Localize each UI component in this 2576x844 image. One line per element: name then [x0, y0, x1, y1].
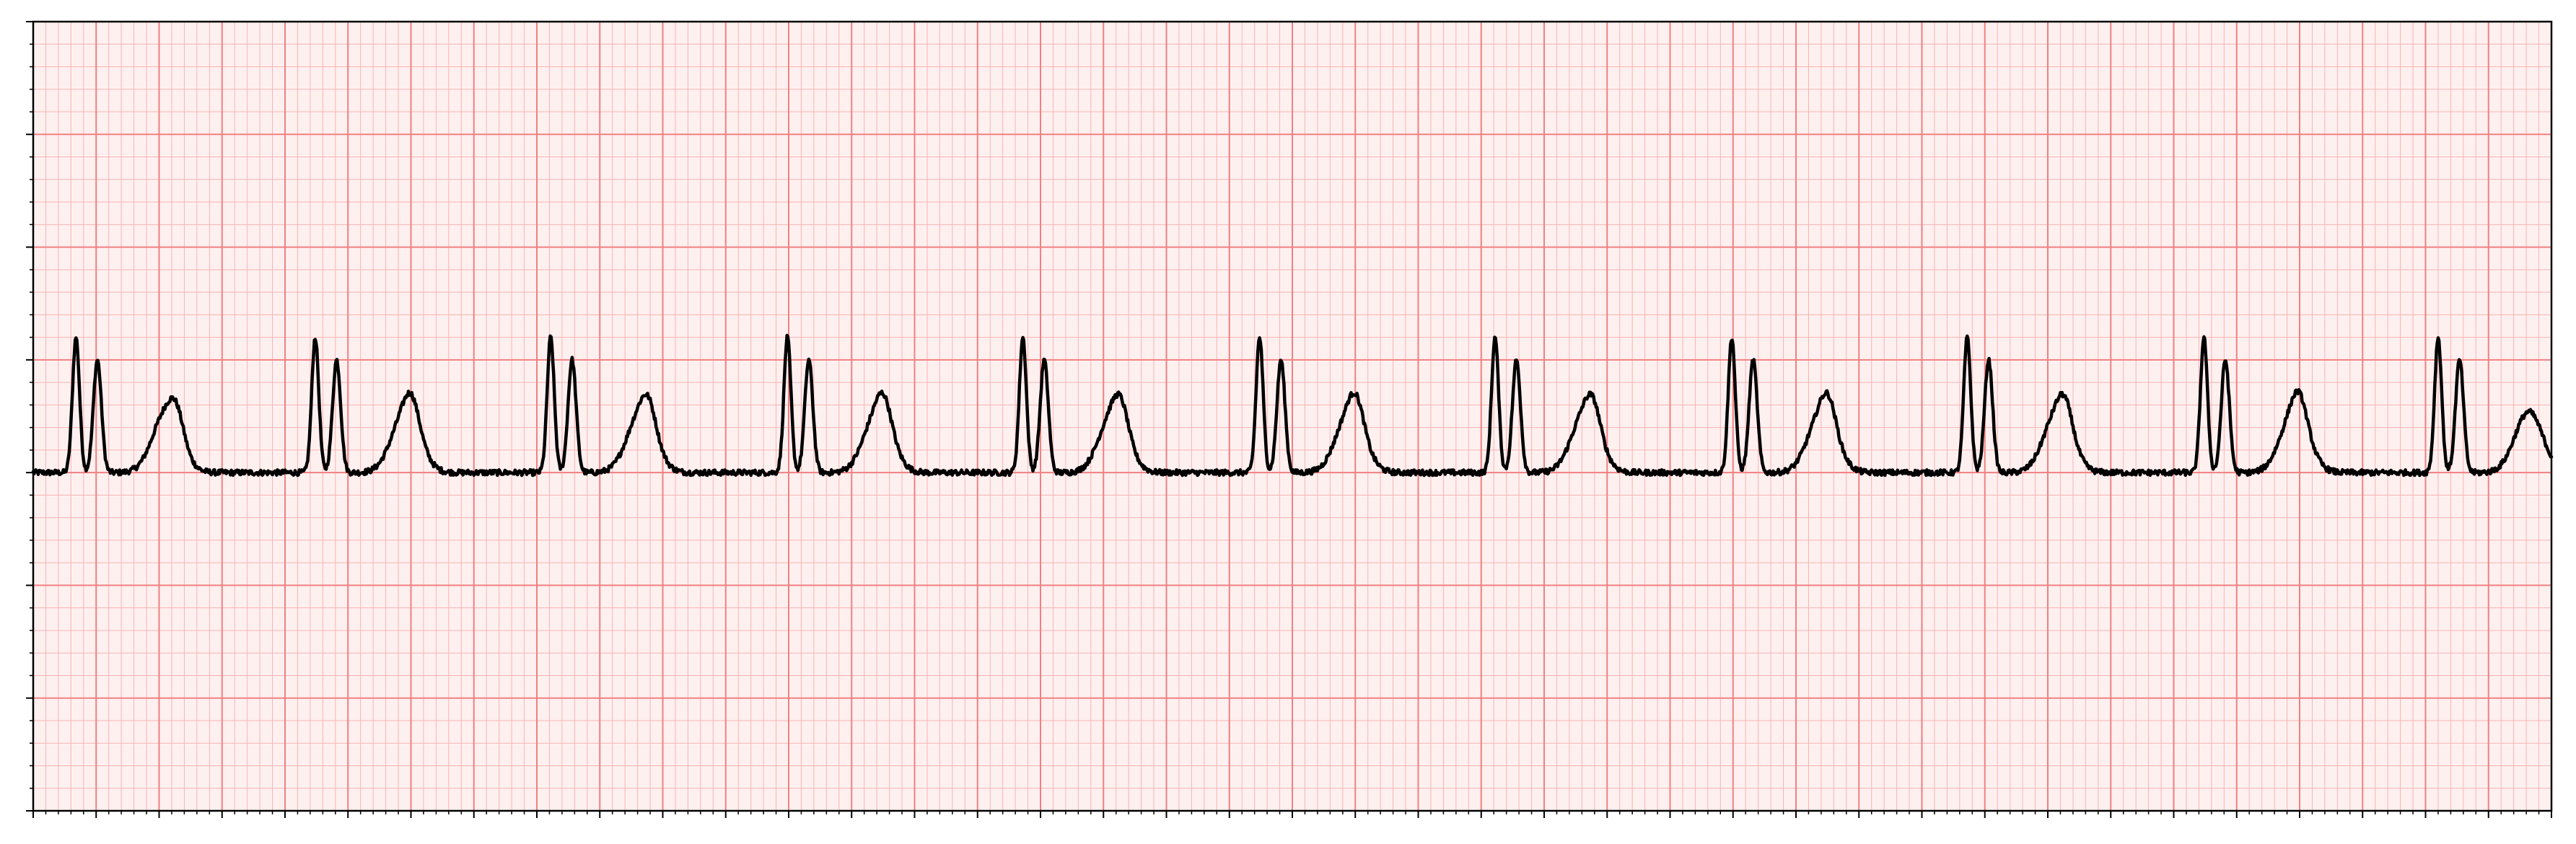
ecg-trace-line [31, 333, 2554, 478]
x-axis-ticks [32, 811, 2552, 818]
major-grid [32, 21, 2552, 812]
y-axis-ticks [26, 21, 33, 812]
